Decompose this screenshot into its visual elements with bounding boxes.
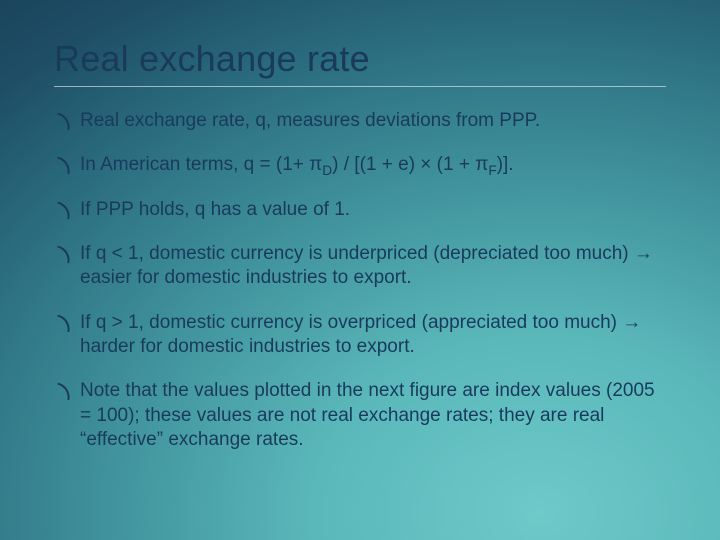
bullet-item: Note that the values plotted in the next… <box>54 379 666 452</box>
bullet-item: If PPP holds, q has a value of 1. <box>54 198 666 222</box>
slide-title: Real exchange rate <box>54 38 666 80</box>
bullet-text: Note that the values plotted in the next… <box>80 380 655 450</box>
bullet-text: → <box>622 312 641 333</box>
title-divider <box>54 86 666 87</box>
bullet-text: If q > 1, domestic currency is overprice… <box>80 312 622 333</box>
bullet-text: D <box>322 163 332 178</box>
bullet-text: )]. <box>497 154 514 175</box>
bullet-item: If q > 1, domestic currency is overprice… <box>54 311 666 360</box>
bullet-text: Real exchange rate, q, measures deviatio… <box>80 110 540 131</box>
bullet-text: easier for domestic industries to export… <box>80 267 412 288</box>
slide: Real exchange rate Real exchange rate, q… <box>0 0 720 540</box>
bullet-text: F <box>488 163 496 178</box>
bullet-list: Real exchange rate, q, measures deviatio… <box>54 109 666 452</box>
bullet-text: ) / [(1 + e) × (1 + π <box>332 154 488 175</box>
bullet-text: In American terms, q = (1+ π <box>80 154 322 175</box>
bullet-text: If PPP holds, q has a value of 1. <box>80 199 350 220</box>
bullet-item: In American terms, q = (1+ πD) / [(1 + e… <box>54 153 666 177</box>
bullet-item: Real exchange rate, q, measures deviatio… <box>54 109 666 133</box>
bullet-text: harder for domestic industries to export… <box>80 336 415 357</box>
bullet-item: If q < 1, domestic currency is underpric… <box>54 242 666 291</box>
bullet-text: → <box>634 243 653 264</box>
bullet-text: If q < 1, domestic currency is underpric… <box>80 243 634 264</box>
